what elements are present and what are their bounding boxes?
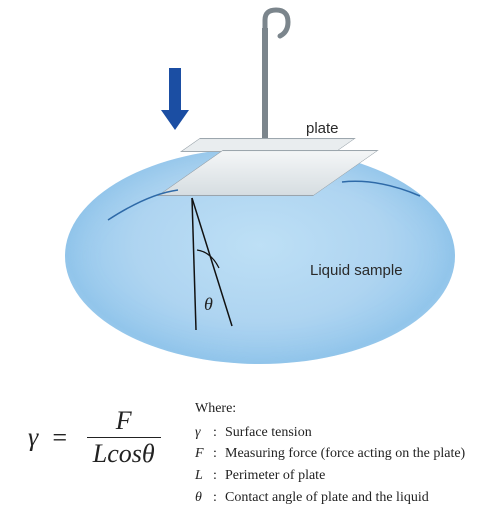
def-row-gamma: γ:Surface tension — [195, 422, 465, 444]
liquid-label: Liquid sample — [310, 262, 403, 279]
formula: γ = F Lcosθ — [28, 408, 161, 467]
def-row-F: F:Measuring force (force acting on the p… — [195, 443, 465, 465]
plate-rod — [262, 28, 268, 142]
def-row-theta: θ:Contact angle of plate and the liquid — [195, 487, 465, 509]
definitions: Where: γ:Surface tension F:Measuring for… — [195, 398, 465, 508]
formula-num: F — [87, 408, 161, 438]
formula-eq: = — [51, 423, 69, 452]
formula-den: Lcosθ — [87, 438, 161, 467]
formula-gamma: γ — [28, 423, 38, 452]
diagram-canvas: θ plate Liquid sample γ = F Lcosθ Where:… — [0, 0, 500, 513]
hook-icon — [265, 10, 288, 36]
down-arrow-head — [161, 110, 189, 130]
where-label: Where: — [195, 398, 465, 420]
theta-symbol: θ — [204, 294, 213, 315]
def-row-L: L:Perimeter of plate — [195, 465, 465, 487]
formula-fraction: F Lcosθ — [87, 408, 161, 467]
down-arrow-stem — [169, 68, 181, 110]
plate-label: plate — [306, 120, 339, 137]
